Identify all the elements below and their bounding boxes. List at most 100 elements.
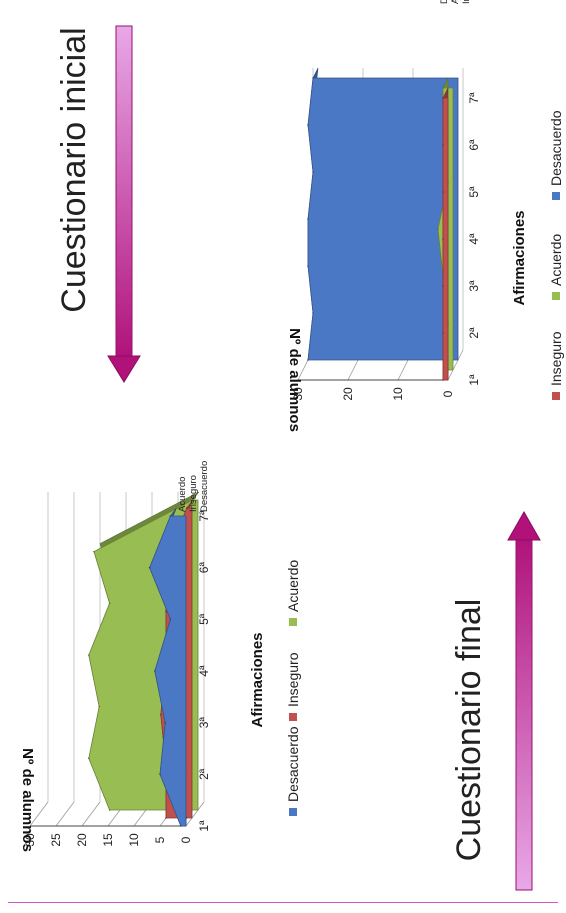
x-tick-label: 7ª <box>467 92 481 104</box>
data-point <box>442 191 444 193</box>
series-desacuerdo <box>307 67 459 361</box>
data-point <box>307 218 309 220</box>
legend-label: Inseguro <box>285 652 301 707</box>
depth-label: Inseguro <box>461 0 472 4</box>
data-point <box>165 817 167 819</box>
y-tick-label: 0 <box>179 836 193 843</box>
legend-label: Inseguro <box>548 331 564 386</box>
legend-label: Desacuerdo <box>548 110 564 186</box>
x-tick-label: 2ª <box>467 327 481 339</box>
x-tick-label: 5ª <box>197 613 211 625</box>
heading-initial: Cuestionario inicial <box>55 27 93 312</box>
data-point <box>108 602 111 605</box>
data-point <box>312 171 314 173</box>
x-axis-title: Afirmaciones <box>511 210 528 305</box>
data-point <box>154 670 156 672</box>
data-point <box>442 332 444 334</box>
y-tick-label: 0 <box>441 390 455 397</box>
data-point <box>165 610 167 613</box>
data-point <box>180 825 182 827</box>
gridline-floor <box>29 801 49 827</box>
data-point <box>442 87 444 89</box>
x-tick-label: 5ª <box>467 186 481 198</box>
y-tick-label: 30 <box>23 833 37 847</box>
x-axis-title: Afirmaciones <box>249 632 266 727</box>
series-face <box>442 97 449 381</box>
series-inseguro <box>442 87 449 381</box>
legend-swatch <box>552 192 560 200</box>
gridline-floor <box>55 801 75 827</box>
data-point <box>93 550 95 553</box>
x-tick-label: 4ª <box>197 665 211 677</box>
data-point <box>98 705 100 708</box>
data-point <box>312 77 314 79</box>
series-face <box>149 515 187 827</box>
chart-final: 01020301ª2ª3ª4ª5ª6ª7ªDesacuerdoAcuerdoIn… <box>286 0 564 432</box>
legend-label: Desacuerdo <box>285 726 301 802</box>
y-tick-label: 25 <box>49 833 63 847</box>
x-tick-label: 4ª <box>467 233 481 245</box>
x-tick-label: 1ª <box>197 820 211 832</box>
data-point <box>442 144 444 146</box>
heading-final-group: Cuestionario final <box>450 599 488 862</box>
x-tick-label: 6ª <box>467 139 481 151</box>
legend-label: Acuerdo <box>285 560 301 612</box>
y-tick-label: 20 <box>75 833 89 847</box>
y-axis-title: Nº de alumnos <box>286 328 303 432</box>
series-face <box>307 77 459 361</box>
y-tick-label: 10 <box>127 833 141 847</box>
data-point <box>307 124 309 126</box>
data-point <box>164 721 166 724</box>
depth-label: Acuerdo <box>177 477 188 512</box>
y-tick-label: 20 <box>341 387 355 401</box>
y-tick-label: 15 <box>101 833 115 847</box>
heading-final: Cuestionario final <box>450 599 488 862</box>
legend-swatch <box>552 392 560 400</box>
data-point <box>169 618 172 621</box>
x-tick-label: 3ª <box>467 280 481 292</box>
data-point <box>186 507 188 509</box>
chart-final-legend: Inseguro Acuerdo Desacuerdo <box>548 110 564 400</box>
gridline-floor <box>185 801 205 827</box>
chart-initial-legend: Desacuerdo Inseguro Acuerdo <box>285 560 301 816</box>
arrow-up <box>507 510 541 891</box>
chart-initial-areas <box>88 491 200 827</box>
depth-label: Desacuerdo <box>199 461 210 512</box>
bottom-divider <box>8 902 558 903</box>
data-point <box>442 238 444 240</box>
depth-label: Inseguro <box>188 475 199 512</box>
y-tick-label: 10 <box>391 387 405 401</box>
data-point <box>442 285 444 287</box>
data-point <box>108 809 111 811</box>
y-tick-label: 5 <box>153 836 167 843</box>
depth-label: Desacuerdo <box>439 0 450 4</box>
legend-label: Acuerdo <box>548 234 564 286</box>
chart-final-labels: 0 10 20 30 1ª 2ª 3ª 4ª 5ª 6ª 7ª DesacuerdoAcuerdoIn… <box>286 0 528 432</box>
x-tick-label: 7ª <box>197 510 211 522</box>
y-axis-title: Nº de alumnos <box>19 748 36 852</box>
data-point <box>88 757 90 760</box>
data-point <box>160 713 162 716</box>
legend-swatch <box>552 292 560 300</box>
x-tick-label: 2ª <box>197 768 211 780</box>
depth-label: Acuerdo <box>450 0 461 4</box>
data-point <box>148 566 151 569</box>
x-tick-label: 1ª <box>467 374 481 386</box>
data-point <box>159 773 161 776</box>
data-point <box>442 379 444 381</box>
y-tick-label: 30 <box>291 387 305 401</box>
arrow-down <box>107 25 141 383</box>
gridline-floor <box>447 349 464 381</box>
data-point <box>307 265 309 267</box>
x-tick-label: 3ª <box>197 717 211 729</box>
data-point <box>307 359 309 361</box>
legend-swatch <box>289 713 297 721</box>
data-point <box>312 312 314 314</box>
chart-initial-labels: 0 5 10 15 20 25 30 1ª 2ª 3ª 4ª 5ª 6ª 7ª Acuerdo Insegur… <box>19 461 266 852</box>
data-point <box>437 228 439 230</box>
series-desacuerdo <box>148 507 188 827</box>
data-point <box>442 97 444 99</box>
